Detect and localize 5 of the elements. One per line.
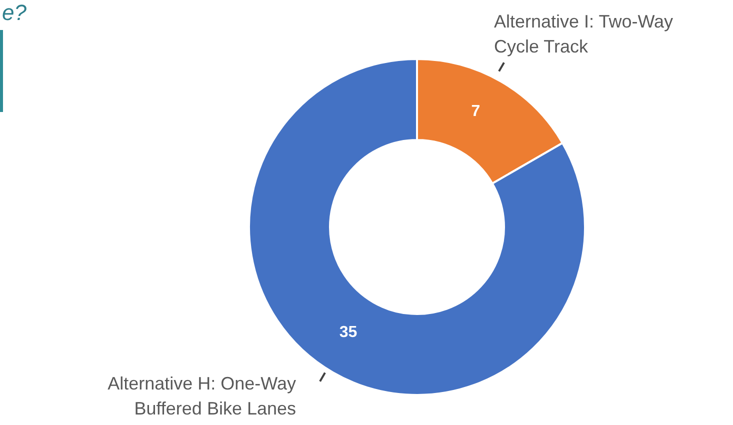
text: e? <box>2 0 26 26</box>
data-label: 7 <box>471 103 480 120</box>
data-label: 35 <box>339 324 358 341</box>
slice-label: Alternative I: Two-Way Cycle Track <box>494 12 674 57</box>
slice-label: Alternative H: One-Way Buffered Bike Lanes <box>108 373 296 418</box>
